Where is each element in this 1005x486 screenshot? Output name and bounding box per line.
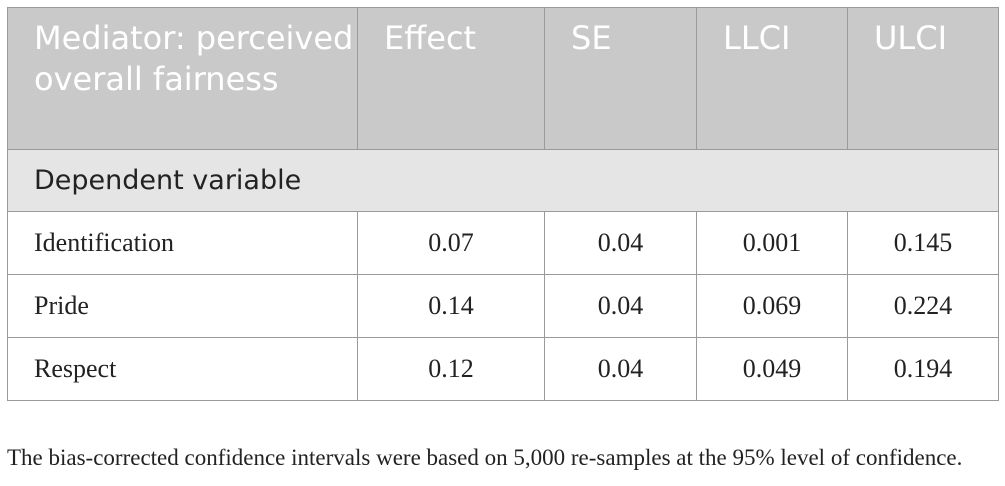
header-ulci: ULCI <box>847 7 999 150</box>
header-mediator: Mediator: perceived overall fairness <box>7 7 358 150</box>
table-row: Pride 0.14 0.04 0.069 0.224 <box>7 274 999 338</box>
ulci-cell: 0.224 <box>847 274 999 338</box>
table-header-row: Mediator: perceived overall fairness Eff… <box>7 7 999 150</box>
header-llci: LLCI <box>696 7 848 150</box>
effect-cell: 0.07 <box>357 211 545 275</box>
section-row: Dependent variable <box>7 149 999 212</box>
ulci-cell: 0.145 <box>847 211 999 275</box>
table-row: Respect 0.12 0.04 0.049 0.194 <box>7 337 999 401</box>
table-row: Identification 0.07 0.04 0.001 0.145 <box>7 211 999 275</box>
header-se: SE <box>544 7 697 150</box>
se-cell: 0.04 <box>544 211 697 275</box>
se-cell: 0.04 <box>544 337 697 401</box>
se-cell: 0.04 <box>544 274 697 338</box>
mediation-table-container: Mediator: perceived overall fairness Eff… <box>7 7 999 401</box>
table-footnote: The bias-corrected confidence intervals … <box>7 445 963 470</box>
row-label: Identification <box>7 211 358 275</box>
llci-cell: 0.049 <box>696 337 848 401</box>
section-label: Dependent variable <box>7 149 999 212</box>
llci-cell: 0.001 <box>696 211 848 275</box>
llci-cell: 0.069 <box>696 274 848 338</box>
ulci-cell: 0.194 <box>847 337 999 401</box>
effect-cell: 0.12 <box>357 337 545 401</box>
effect-cell: 0.14 <box>357 274 545 338</box>
row-label: Respect <box>7 337 358 401</box>
mediation-table: Mediator: perceived overall fairness Eff… <box>7 7 999 401</box>
header-effect: Effect <box>357 7 545 150</box>
row-label: Pride <box>7 274 358 338</box>
